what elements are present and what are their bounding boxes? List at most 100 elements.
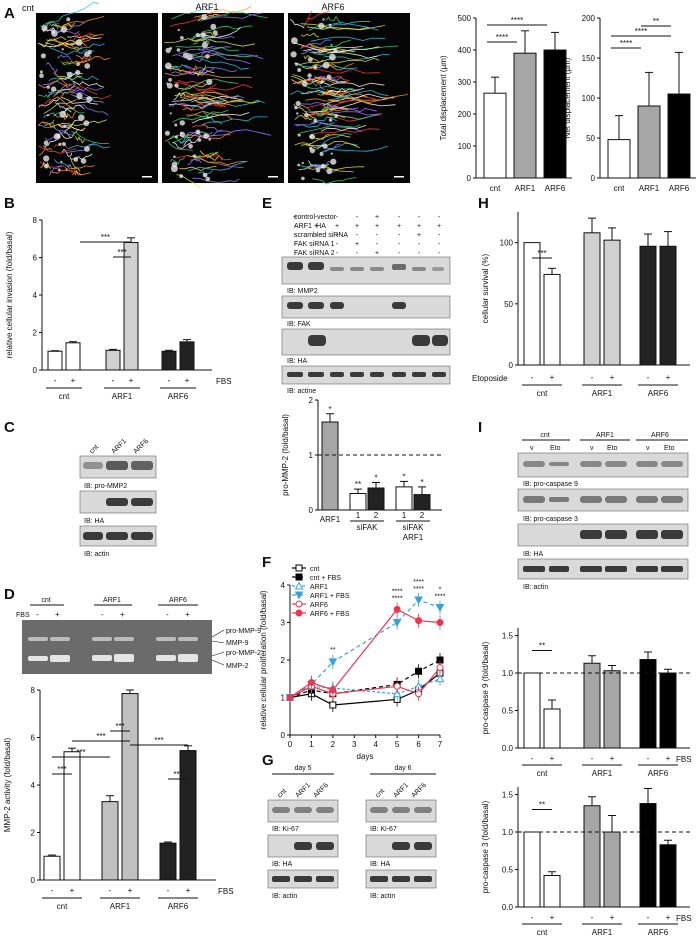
survival-sign: - [647,373,650,382]
blot-i-group-cnt: cnt [540,432,549,439]
invasion-sig-label: *** [117,248,126,257]
blot-e-sign: - [398,241,401,248]
blot-e-sign: + [314,223,318,230]
procasp3-sign: - [591,913,594,922]
prolif-point [436,619,444,626]
blot-e-sign: - [398,232,401,239]
prolif-legend-label-4: ARF6 [310,602,328,609]
procasp9-ytick-label: 1.5 [502,632,514,641]
blot-e-sign: - [315,214,318,221]
panel-letter-g: G [262,752,274,769]
prolif-point [435,604,445,613]
mmp2-sign: + [128,886,133,895]
survival-ytick-label: 50 [504,300,513,309]
blot-e-sign: - [438,241,441,248]
invasion-sign: - [112,376,115,385]
net-disp-bar-1 [637,105,661,179]
panel-letter-c: C [4,419,15,436]
prolif-sig: **** [392,588,403,595]
blot-i-v-3: v [646,445,650,452]
promm2-ytick-label: 2 [309,396,314,405]
blot-e: control vector ARF1 -HA scrambled siRNA … [281,214,451,395]
invasion-bar-5 [179,341,195,371]
blot-d-fbs-label: FBS [16,612,30,619]
blot-e-sign: - [315,232,318,239]
promm2-star: ** [355,480,361,489]
invasion-ytick-label: 8 [33,216,38,225]
prolif-point [435,674,445,683]
blot-c-col-arf6: ARF6 [132,438,150,456]
blot-i-row-0: IB: pro-caspase 9 [523,481,578,488]
procasp3-group-label: ARF6 [648,928,669,937]
invasion-sign: + [185,376,190,385]
mmp2-bar-2 [101,801,119,881]
promm2-star: * [402,472,405,481]
net-disp-ytick-label: 0 [591,174,596,183]
survival-bar-1 [543,273,561,366]
procasp9-chart: 0.0 0.5 1.0 1.5 pro-caspase 9 (fold/basal) - +… [481,628,692,778]
prolif-point [294,591,304,600]
mmp2-ytick-label: 0 [31,876,36,885]
blot-e-cond-4: FAK siRNA 2 [294,250,335,257]
mmp2-ytick-label: 2 [31,829,36,838]
prolif-point [414,596,423,605]
total-disp-xtick-label: cnt [490,184,501,193]
net-disp-ylabel: Net displacement (µm) [563,57,572,138]
survival-bar-3 [603,239,621,366]
net-disp-sig-label: **** [620,39,632,48]
blot-e-sign: - [294,241,297,248]
prolif-point [295,573,303,581]
panel-letter-a: A [4,5,15,22]
procasp3-bar-0 [523,831,541,908]
invasion-bar-1 [65,342,81,371]
blot-e-sign: + [335,223,339,230]
mmp2-ytick-label: 8 [31,686,36,695]
blot-g-d5-row-2: IB: actin [272,893,297,900]
micrograph-label-cnt: cnt [22,3,35,13]
prolif-point [415,690,423,698]
mmp2-ytick-label: 6 [31,734,36,743]
mmp2-sig-label: *** [173,770,182,779]
net-disp-ytick-label: 150 [582,54,596,63]
survival-ytick-label: 0 [509,361,514,370]
blot-e-cond-1: ARF1 -HA [294,223,326,230]
net-disp-sig-label: ** [653,17,659,26]
invasion-bar-2 [105,349,121,371]
prolif-ytick-label: 3 [281,619,286,628]
net-disp-xtick-label: ARF1 [639,184,660,193]
prolif-line-3 [289,599,441,699]
invasion-fbs: FBS [216,377,232,386]
blot-c-row-2: IB: actin [84,551,109,558]
blot-e-sign: - [376,232,379,239]
invasion-sign: - [54,376,57,385]
d-sign-5: - [166,610,169,619]
blot-e-sign: - [294,232,297,239]
panel-letter-b: B [4,195,15,212]
prolif-legend-label-2: ARF1 [310,584,328,591]
mmp2-ytick-label: 4 [31,781,36,790]
prolif-point [393,682,401,690]
prolif-point [286,694,294,701]
blot-g-d5-col-1: ARF1 [294,782,312,800]
blot-e-sign: - [356,232,359,239]
blot-g-day-5: day 5 [294,765,311,772]
prolif-point [329,701,337,709]
survival-bar-5 [659,245,677,366]
total-disp-bar-1 [513,52,537,179]
blot-e-sign: - [418,214,421,221]
survival-sign: + [610,373,615,382]
procasp9-group-label: cnt [537,769,548,778]
micrograph-label-arf6: ARF6 [321,2,344,12]
blot-e-sign: - [418,241,421,248]
prolif-sig: **** [392,595,403,602]
blot-i: cnt ARF1 ARF6 v Eto v Eto v Eto IB: pro-… [517,432,689,591]
total-disp-ytick-label: 500 [458,14,472,23]
panel-letter-i: I [478,419,482,436]
blot-e-row-3: IB: actine [287,388,316,395]
blot-e-sign: + [417,223,421,230]
blot-g-d6-col-0: cnt [374,788,386,800]
blot-c-row-1: IB: HA [84,518,105,525]
prolif-line-5 [289,608,441,698]
blot-c-col-arf1: ARF1 [110,438,128,456]
blot-d-band-0: pro-MMP-9 [226,628,261,635]
